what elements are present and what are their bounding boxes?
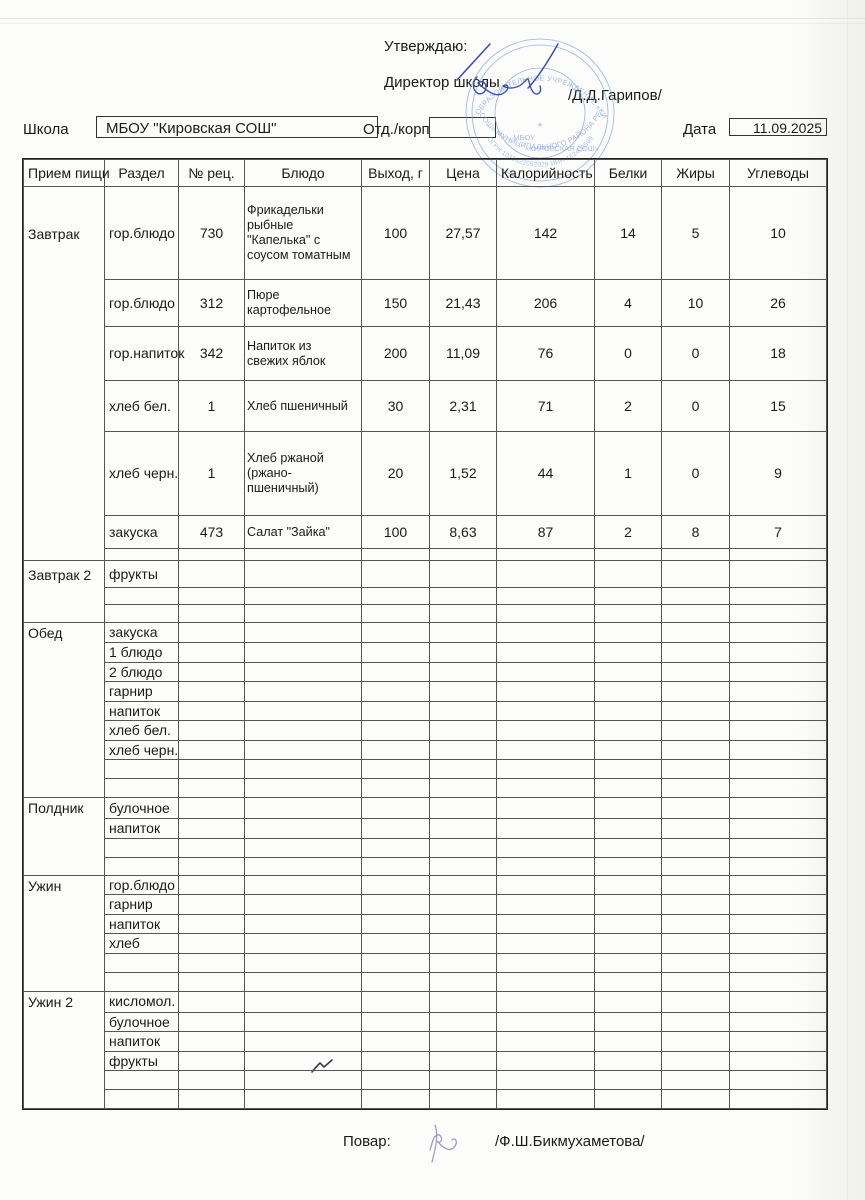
svg-text:МБОУ: МБОУ [513,133,535,142]
svg-text:«КИРОВСКАЯ СОШ»: «КИРОВСКАЯ СОШ» [525,144,599,153]
